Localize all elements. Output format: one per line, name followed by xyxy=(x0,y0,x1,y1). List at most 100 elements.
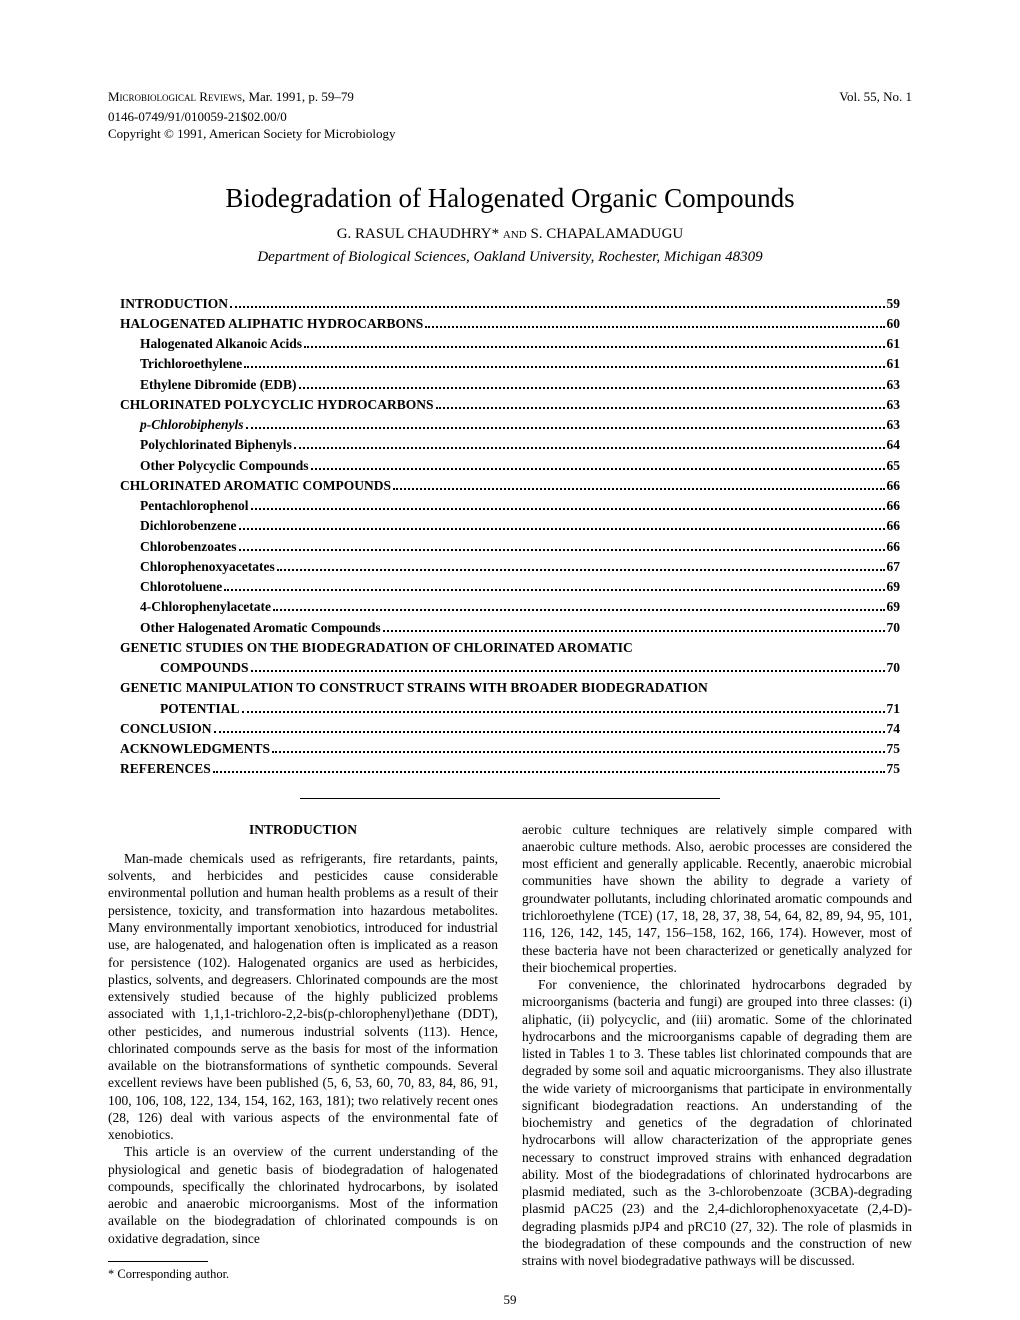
toc-label: Ethylene Dibromide (EDB) xyxy=(140,375,297,395)
journal-name: Microbiological Reviews, xyxy=(108,89,245,104)
toc-dots xyxy=(224,589,884,591)
toc-page: 70 xyxy=(887,658,901,678)
toc-page: 61 xyxy=(887,334,901,354)
toc-page: 61 xyxy=(887,354,901,374)
toc-label: CHLORINATED POLYCYCLIC HYDROCARBONS xyxy=(120,395,434,415)
toc-page: 70 xyxy=(887,618,901,638)
toc-dots xyxy=(311,468,885,470)
toc-label: CONCLUSION xyxy=(120,719,212,739)
volume-info: Vol. 55, No. 1 xyxy=(839,88,912,106)
toc-entry: ACKNOWLEDGMENTS 75 xyxy=(120,739,900,759)
copyright-line: Copyright © 1991, American Society for M… xyxy=(108,125,912,143)
toc-page: 71 xyxy=(887,699,901,719)
section-divider xyxy=(300,798,720,799)
toc-page: 66 xyxy=(887,537,901,557)
authors-post: S. CHAPALAMADUGU xyxy=(527,226,684,242)
toc-entry: Pentachlorophenol 66 xyxy=(120,496,900,516)
toc-entry: Dichlorobenzene 66 xyxy=(120,516,900,536)
paragraph: Man-made chemicals used as refrigerants,… xyxy=(108,850,498,1144)
toc-page: 63 xyxy=(887,375,901,395)
paragraph: aerobic culture techniques are relativel… xyxy=(522,821,912,976)
toc-label: INTRODUCTION xyxy=(120,294,228,314)
section-heading: INTRODUCTION xyxy=(108,821,498,838)
toc-dots xyxy=(393,488,884,490)
toc-page: 63 xyxy=(887,415,901,435)
toc-label: Dichlorobenzene xyxy=(140,516,237,536)
affiliation: Department of Biological Sciences, Oakla… xyxy=(108,249,912,266)
toc-entry: CHLORINATED AROMATIC COMPOUNDS66 xyxy=(120,476,900,496)
toc-page: 74 xyxy=(887,719,901,739)
toc-page: 63 xyxy=(887,395,901,415)
toc-label: CHLORINATED AROMATIC COMPOUNDS xyxy=(120,476,391,496)
toc-label: Chlorotoluene xyxy=(140,577,222,597)
authors-and: and xyxy=(503,226,527,242)
toc-dots xyxy=(436,407,885,409)
toc-dots xyxy=(230,306,884,308)
toc-label: ACKNOWLEDGMENTS xyxy=(120,739,270,759)
toc-page: 75 xyxy=(887,739,901,759)
toc-dots xyxy=(251,508,885,510)
toc-page: 66 xyxy=(887,516,901,536)
toc-label: POTENTIAL xyxy=(160,699,240,719)
page-number: 59 xyxy=(108,1292,912,1308)
toc-dots xyxy=(272,751,884,753)
toc-label: Other Halogenated Aromatic Compounds xyxy=(140,618,381,638)
toc-label: REFERENCES xyxy=(120,759,211,779)
toc-page: 69 xyxy=(887,597,901,617)
toc-entry: CONCLUSION 74 xyxy=(120,719,900,739)
toc-dots xyxy=(239,549,885,551)
column-left: INTRODUCTION Man-made chemicals used as … xyxy=(108,821,498,1282)
toc-page: 59 xyxy=(887,294,901,314)
toc-entry: Other Polycyclic Compounds 65 xyxy=(120,456,900,476)
toc-entry: Chlorophenoxyacetates67 xyxy=(120,557,900,577)
authors-pre: G. RASUL CHAUDHRY* xyxy=(337,226,503,242)
toc-dots xyxy=(277,569,885,571)
toc-entry: p-Chlorobiphenyls 63 xyxy=(120,415,900,435)
toc-entry: INTRODUCTION 59 xyxy=(120,294,900,314)
header-block: Microbiological Reviews, Mar. 1991, p. 5… xyxy=(108,88,912,143)
toc-label: Other Polycyclic Compounds xyxy=(140,456,309,476)
toc-entry: GENETIC STUDIES ON THE BIODEGRADATION OF… xyxy=(120,638,900,679)
toc-dots xyxy=(425,326,884,328)
toc-entry: Ethylene Dibromide (EDB) 63 xyxy=(120,375,900,395)
journal-code: 0146-0749/91/010059-21$02.00/0 xyxy=(108,108,912,126)
toc-dots xyxy=(214,731,885,733)
paragraph: This article is an overview of the curre… xyxy=(108,1143,498,1247)
toc-dots xyxy=(273,609,885,611)
authors-line: G. RASUL CHAUDHRY* and S. CHAPALAMADUGU xyxy=(108,226,912,243)
paragraph: For convenience, the chlorinated hydroca… xyxy=(522,976,912,1270)
article-title: Biodegradation of Halogenated Organic Co… xyxy=(108,183,912,214)
toc-dots xyxy=(239,528,885,530)
toc-label: p-Chlorobiphenyls xyxy=(140,415,244,435)
toc-page: 75 xyxy=(887,759,901,779)
toc-page: 64 xyxy=(887,435,901,455)
footnote: * Corresponding author. xyxy=(108,1266,498,1282)
journal-date: Mar. 1991, p. 59–79 xyxy=(248,89,353,104)
toc-entry: Chlorobenzoates66 xyxy=(120,537,900,557)
toc-entry: Polychlorinated Biphenyls 64 xyxy=(120,435,900,455)
toc-page: 69 xyxy=(887,577,901,597)
toc-dots xyxy=(299,387,885,389)
toc-dots xyxy=(383,630,885,632)
toc-page: 60 xyxy=(887,314,901,334)
toc-label: GENETIC STUDIES ON THE BIODEGRADATION OF… xyxy=(120,638,900,658)
toc-entry: REFERENCES 75 xyxy=(120,759,900,779)
toc-label: HALOGENATED ALIPHATIC HYDROCARBONS xyxy=(120,314,423,334)
toc-entry: CHLORINATED POLYCYCLIC HYDROCARBONS 63 xyxy=(120,395,900,415)
toc-label: 4-Chlorophenylacetate xyxy=(140,597,271,617)
footnote-rule xyxy=(108,1261,208,1262)
toc-entry: GENETIC MANIPULATION TO CONSTRUCT STRAIN… xyxy=(120,678,900,719)
toc-dots xyxy=(294,447,885,449)
toc-dots xyxy=(244,366,884,368)
toc-entry: 4-Chlorophenylacetate 69 xyxy=(120,597,900,617)
toc-entry: Other Halogenated Aromatic Compounds 70 xyxy=(120,618,900,638)
column-right: aerobic culture techniques are relativel… xyxy=(522,821,912,1282)
toc-dots xyxy=(213,771,885,773)
toc-label: Pentachlorophenol xyxy=(140,496,249,516)
toc-page: 65 xyxy=(887,456,901,476)
toc-label: Polychlorinated Biphenyls xyxy=(140,435,292,455)
toc-page: 66 xyxy=(887,496,901,516)
toc-entry: Chlorotoluene 69 xyxy=(120,577,900,597)
journal-line: Microbiological Reviews, Mar. 1991, p. 5… xyxy=(108,88,354,106)
toc-dots xyxy=(242,711,885,713)
